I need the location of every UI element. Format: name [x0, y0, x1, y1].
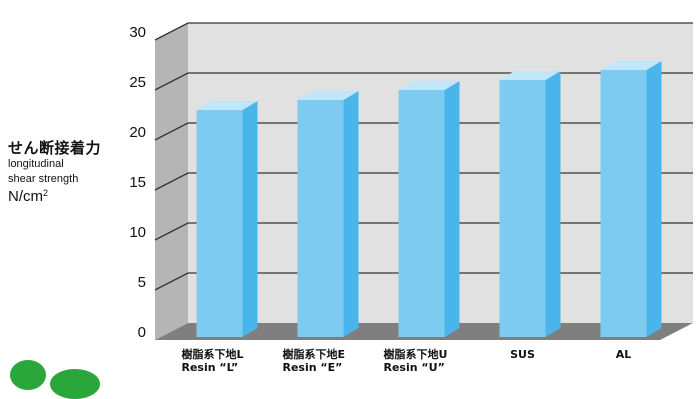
y-axis-label-english-line1: longitudinal [8, 158, 64, 170]
bar-side [646, 61, 662, 337]
x-tick-label: Resin “U” [384, 361, 445, 374]
y-axis-unit: N/cm2 [8, 188, 48, 205]
bar [499, 71, 561, 337]
bar [297, 91, 359, 337]
y-tick-label: 20 [129, 124, 146, 141]
y-axis-label-english-line2: shear strength [8, 173, 79, 185]
bar-front [196, 110, 243, 337]
x-tick-label: 樹脂系下地E [283, 347, 346, 361]
bar-front [297, 100, 344, 337]
y-tick-label: 25 [129, 74, 146, 91]
gridline [154, 22, 693, 41]
x-tick-label: 樹脂系下地U [384, 347, 448, 361]
bar-front [398, 90, 445, 337]
y-tick-labels: 0 5 10 15 20 25 30 [129, 24, 146, 341]
bar [398, 81, 460, 337]
bar [600, 61, 662, 337]
bar-side [343, 91, 359, 337]
y-tick-label: 15 [129, 174, 146, 191]
y-axis-label-japanese: せん断接着力 [8, 139, 102, 157]
bar-top [196, 101, 258, 110]
bar-top [499, 71, 561, 80]
green-circle-decoration [50, 369, 100, 399]
y-axis-unit-exponent: 2 [43, 188, 49, 198]
y-axis-unit-base: N/cm [8, 188, 43, 205]
x-tick-label: SUS [510, 348, 535, 361]
x-tick-label: Resin “L” [182, 361, 239, 374]
bar [196, 101, 258, 337]
bars [196, 61, 662, 337]
bar-front [499, 80, 546, 337]
x-tick-label: 樹脂系下地L [182, 347, 244, 361]
y-tick-label: 10 [129, 224, 146, 241]
green-circle-decoration [10, 360, 46, 390]
bar-top [600, 61, 662, 70]
y-tick-label: 30 [129, 24, 146, 41]
x-tick-label: Resin “E” [283, 361, 343, 374]
bar-side [242, 101, 258, 337]
bar-top [297, 91, 359, 100]
x-tick-label: AL [616, 348, 632, 361]
y-tick-label: 0 [138, 324, 146, 341]
bar-top [398, 81, 460, 90]
bar-front [600, 70, 647, 337]
y-tick-label: 5 [138, 274, 146, 291]
bar-side [545, 71, 561, 337]
bar-side [444, 81, 460, 337]
